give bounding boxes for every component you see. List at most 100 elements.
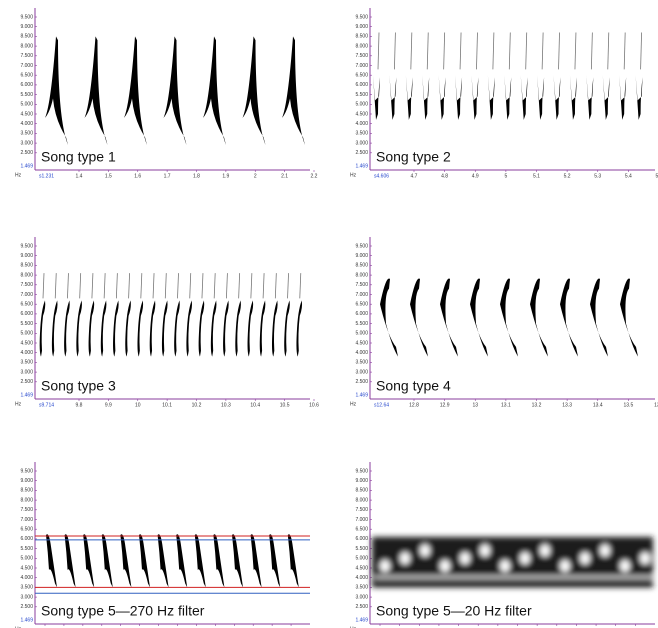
x-tick-label: 5.3 [594, 173, 601, 179]
y-tick-label: 3.500 [20, 585, 33, 591]
y-min-label: 1.469 [20, 392, 33, 398]
syllable [471, 75, 479, 120]
x-tick-label: 13.6 [654, 402, 658, 408]
harmonic [128, 273, 130, 299]
harmonic [459, 32, 462, 70]
harmonic [492, 32, 495, 70]
x-tick-label: 4.7 [411, 173, 418, 179]
y-tick-label: 5.500 [20, 321, 33, 327]
y-tick-label: 9.000 [20, 24, 33, 30]
syllable [46, 534, 57, 588]
syllable [504, 75, 512, 120]
y-tick-label: 4.000 [355, 575, 368, 581]
syllable [405, 75, 413, 120]
harmonic [508, 32, 511, 70]
y-min-label: 1.469 [355, 617, 368, 623]
syllable [487, 75, 495, 120]
y-tick-label: 7.500 [355, 282, 368, 288]
y-tick-label: 8.000 [355, 272, 368, 278]
band-stripe [415, 575, 435, 579]
y-tick-label: 8.000 [20, 43, 33, 49]
syllable [250, 534, 262, 588]
syllable [149, 300, 156, 357]
y-tick-label: 4.000 [355, 350, 368, 356]
y-tick-label: 6.000 [355, 311, 368, 317]
harmonic [476, 32, 478, 70]
harmonic [152, 273, 155, 299]
syllable [259, 300, 266, 357]
caption: Song type 5—20 Hz filter [376, 603, 532, 619]
y-tick-label: 3.000 [355, 140, 368, 146]
band-stripe [635, 575, 655, 579]
y-tick-label: 4.000 [20, 350, 33, 356]
y-tick-label: 5.000 [355, 331, 368, 337]
band-gap [640, 552, 650, 565]
harmonic [287, 273, 289, 299]
x-tick-label: 1.7 [164, 173, 171, 179]
y-tick-label: 5.500 [20, 546, 33, 552]
x-tick-label: 1.5 [105, 173, 112, 179]
y-tick-label: 2.500 [355, 150, 368, 156]
y-tick-label: 6.500 [355, 527, 368, 533]
x-tick-label: 10.4 [250, 402, 260, 408]
band-gap [500, 560, 510, 573]
spectrogram-panel: 9.500 9.000 8.500 8.000 7.500 7.000 6.500 6.000… [350, 462, 655, 628]
y-tick-label: 7.000 [20, 517, 33, 523]
syllable [553, 75, 561, 120]
y-tick-label: 7.500 [20, 282, 33, 288]
syllable [520, 75, 528, 120]
harmonic [262, 273, 265, 299]
syllable [174, 300, 180, 357]
syllable [194, 534, 206, 588]
syllable [45, 36, 68, 146]
harmonic [377, 32, 380, 70]
band-stripe [595, 575, 615, 579]
y-tick-label: 9.500 [20, 243, 33, 249]
y-tick-label: 6.000 [20, 536, 33, 542]
x-tick-label: 13.1 [501, 402, 511, 408]
harmonic [541, 32, 544, 70]
syllable [223, 300, 229, 357]
caption: Song type 3 [41, 378, 116, 394]
x-tick-label: 13.2 [532, 402, 542, 408]
syllable [586, 75, 594, 120]
syllable [422, 75, 430, 120]
y-tick-label: 7.000 [355, 63, 368, 69]
y-tick-label: 6.000 [355, 536, 368, 542]
y-tick-label: 8.500 [355, 34, 368, 40]
syllable [438, 75, 446, 120]
syllable [282, 36, 305, 146]
harmonic [426, 32, 429, 70]
syllable [635, 75, 643, 120]
caption: Song type 2 [376, 149, 451, 165]
y-tick-label: 7.000 [355, 517, 368, 523]
spectrogram-panel: 9.500 9.000 8.500 8.000 7.500 7.000 6.500 6.000… [15, 8, 318, 179]
y-tick-label: 3.000 [355, 594, 368, 600]
syllable [380, 278, 398, 357]
syllable [470, 278, 488, 357]
harmonic [623, 32, 626, 70]
caption-bg [37, 147, 132, 167]
y-tick-label: 8.500 [355, 488, 368, 494]
syllable [198, 300, 205, 357]
spectrogram-panel: 9.500 9.000 8.500 8.000 7.500 7.000 6.500 6.000… [350, 237, 658, 408]
x-tick-label: 12.9 [440, 402, 450, 408]
syllable [203, 36, 226, 146]
syllable [137, 300, 144, 357]
syllable [64, 534, 76, 588]
harmonic [67, 273, 69, 299]
y-tick-label: 3.000 [20, 594, 33, 600]
y-tick-label: 8.500 [20, 488, 33, 494]
y-tick-label: 4.500 [355, 340, 368, 346]
y-tick-label: 3.000 [355, 369, 368, 375]
x-tick-label: 10.2 [192, 402, 202, 408]
y-tick-label: 7.000 [355, 292, 368, 298]
y-tick-label: 3.500 [355, 360, 368, 366]
band-gap [380, 560, 390, 573]
y-tick-label: 5.000 [355, 556, 368, 562]
band-stripe [475, 575, 495, 579]
y-tick-label: 8.000 [355, 497, 368, 503]
y-tick-label: 5.000 [20, 556, 33, 562]
harmonic [42, 273, 45, 299]
